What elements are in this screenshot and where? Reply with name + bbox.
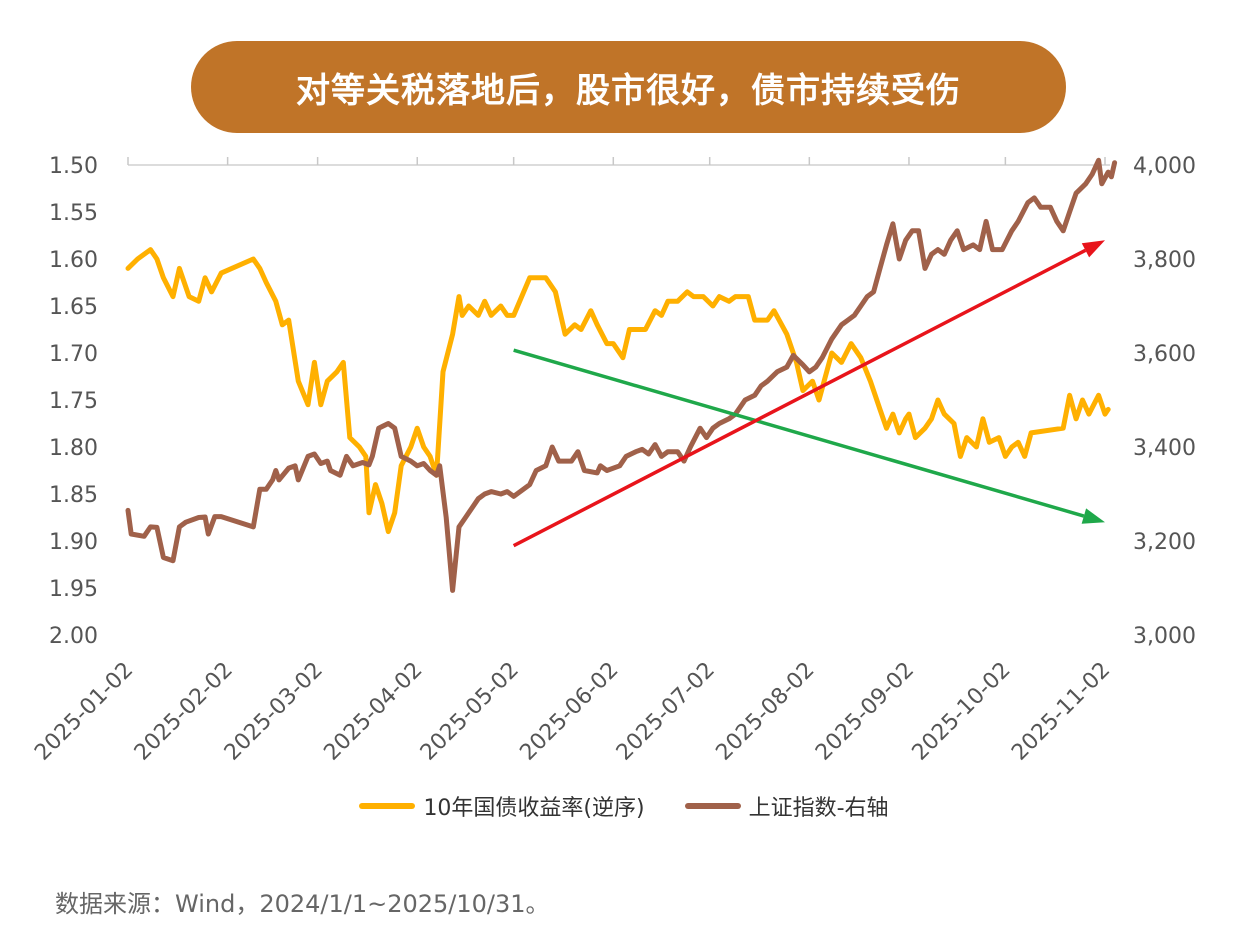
x-tick-label: 2025-09-02: [811, 658, 919, 766]
x-tick-label: 2025-07-02: [612, 658, 720, 766]
x-tick-label: 2025-08-02: [711, 658, 819, 766]
legend: 10年国债收益率(逆序) 上证指数-右轴: [0, 790, 1248, 822]
legend-item-index: 上证指数-右轴: [684, 790, 889, 822]
y-left-tick-label: 1.85: [49, 483, 98, 508]
legend-label-index: 上证指数-右轴: [748, 796, 889, 821]
yield-series-line: [125, 247, 1111, 535]
y-left-tick-label: 1.70: [49, 342, 98, 367]
x-tick-label: 2025-04-02: [319, 658, 427, 766]
y-left-tick-label: 2.00: [49, 624, 98, 649]
legend-label-yield: 10年国债收益率(逆序): [423, 796, 645, 821]
y-right-tick-label: 3,400: [1133, 436, 1196, 461]
y-left-tick-label: 1.80: [49, 436, 98, 461]
chart-title: 对等关税落地后，股市很好，债市持续受伤: [296, 70, 961, 111]
x-tick-label: 2025-05-02: [416, 658, 524, 766]
y-right-tick-label: 3,200: [1133, 530, 1196, 555]
x-tick-label: 2025-01-02: [30, 658, 138, 766]
up-trend-arrow-head: [1081, 240, 1105, 258]
y-right-tick-label: 4,000: [1133, 154, 1196, 179]
y-left-tick-label: 1.65: [49, 295, 98, 320]
x-tick-label: 2025-11-02: [1007, 658, 1115, 766]
y-right-tick-label: 3,000: [1133, 624, 1196, 649]
y-left-tick-label: 1.55: [49, 201, 98, 226]
x-tick-label: 2025-06-02: [515, 658, 623, 766]
legend-swatch-index: [684, 803, 741, 809]
y-left-tick-label: 1.90: [49, 530, 98, 555]
y-left-tick-label: 1.60: [49, 248, 98, 273]
data-source-note: 数据来源：Wind，2024/1/1~2025/10/31。: [55, 890, 550, 918]
legend-item-yield: 10年国债收益率(逆序): [359, 790, 645, 822]
index-series-line: [125, 157, 1118, 593]
y-left-tick-label: 1.75: [49, 389, 98, 414]
y-left-tick-label: 1.50: [49, 154, 98, 179]
chart-title-banner: 对等关税落地后，股市很好，债市持续受伤: [191, 41, 1066, 133]
x-tick-label: 2025-10-02: [908, 658, 1016, 766]
y-right-tick-label: 3,600: [1133, 342, 1196, 367]
y-right-tick-label: 3,800: [1133, 248, 1196, 273]
down-trend-arrow-shaft: [513, 348, 1085, 518]
legend-swatch-yield: [359, 803, 416, 809]
down-trend-arrow-head: [1081, 508, 1105, 524]
y-left-tick-label: 1.95: [49, 577, 98, 602]
up-trend-arrow-shaft: [512, 248, 1087, 548]
